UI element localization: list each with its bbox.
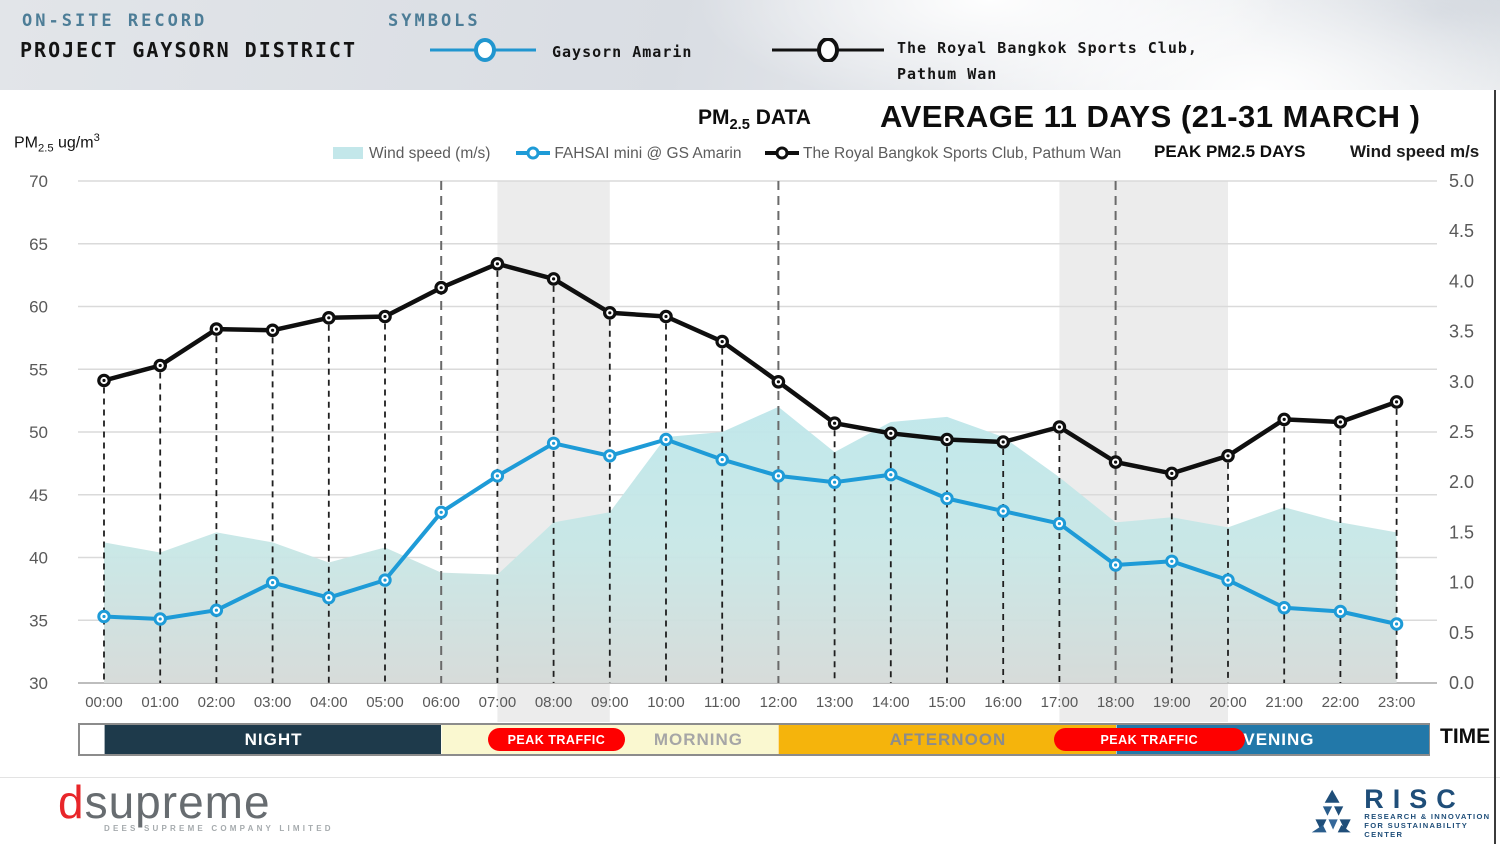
project-title: PROJECT GAYSORN DISTRICT xyxy=(20,38,357,62)
gaysorn-amarin-symbol-icon xyxy=(430,38,536,62)
chart-subtitle: PM2.5 DATA xyxy=(698,106,811,133)
svg-text:05:00: 05:00 xyxy=(366,694,404,711)
chart-title: AVERAGE 11 DAYS (21-31 MARCH ) xyxy=(880,99,1421,134)
svg-text:14:00: 14:00 xyxy=(872,694,910,711)
svg-text:18:00: 18:00 xyxy=(1097,694,1135,711)
svg-text:4.5: 4.5 xyxy=(1449,221,1474,241)
svg-text:60: 60 xyxy=(29,298,48,317)
time-band-label: AFTERNOON xyxy=(889,729,1007,749)
risc-name: RISC xyxy=(1364,784,1465,814)
svg-text:1.0: 1.0 xyxy=(1449,573,1474,593)
svg-text:09:00: 09:00 xyxy=(591,694,629,711)
peak-traffic-pill: PEAK TRAFFIC xyxy=(487,728,625,751)
time-axis-label: TIME xyxy=(1440,725,1491,748)
subtitle-sub: 2.5 xyxy=(729,117,750,134)
symbol2-line2: Pathum Wan xyxy=(897,65,998,83)
wind-swatch-icon xyxy=(333,147,363,159)
svg-text:11:00: 11:00 xyxy=(704,694,740,711)
svg-text:35: 35 xyxy=(29,611,48,630)
svg-text:3.5: 3.5 xyxy=(1449,322,1474,342)
legend-fahsai-label: FAHSAI mini @ GS Amarin xyxy=(554,145,742,162)
svg-text:1.5: 1.5 xyxy=(1449,522,1474,542)
svg-text:5.0: 5.0 xyxy=(1449,171,1474,191)
svg-text:2.0: 2.0 xyxy=(1449,472,1474,492)
time-band-label: EVENING xyxy=(1231,729,1315,749)
legend-fahsai: FAHSAI mini @ GS Amarin xyxy=(516,145,741,163)
svg-text:40: 40 xyxy=(29,549,48,568)
unit-mid: ug/m xyxy=(53,134,94,152)
svg-text:50: 50 xyxy=(29,423,48,442)
symbols-label: SYMBOLS xyxy=(388,11,481,31)
svg-text:22:00: 22:00 xyxy=(1322,694,1360,711)
peak-traffic-pill: PEAK TRAFFIC xyxy=(1053,728,1245,751)
svg-text:0.0: 0.0 xyxy=(1449,673,1474,693)
symbol2-label: The Royal Bangkok Sports Club, Pathum Wa… xyxy=(897,35,1198,87)
fahsai-marker-icon xyxy=(516,146,550,160)
svg-text:0.5: 0.5 xyxy=(1449,623,1474,643)
svg-text:4.0: 4.0 xyxy=(1449,271,1474,291)
unit-sup: 3 xyxy=(93,132,100,144)
svg-text:20:00: 20:00 xyxy=(1209,694,1247,711)
svg-text:55: 55 xyxy=(29,360,48,379)
svg-text:15:00: 15:00 xyxy=(928,694,966,711)
legend-rbsc: The Royal Bangkok Sports Club, Pathum Wa… xyxy=(765,145,1121,163)
svg-text:23:00: 23:00 xyxy=(1378,694,1416,711)
svg-text:17:00: 17:00 xyxy=(1041,694,1079,711)
peak-traffic-label: PEAK TRAFFIC xyxy=(507,732,606,747)
symbol1-label: Gaysorn Amarin xyxy=(552,43,693,61)
legend-wind: Wind speed (m/s) xyxy=(333,145,490,163)
svg-text:07:00: 07:00 xyxy=(479,694,517,711)
dsupreme-logo: dsupreme DEES SUPREME COMPANY LIMITED xyxy=(58,779,334,833)
svg-text:3.0: 3.0 xyxy=(1449,372,1474,392)
legend-wind-label: Wind speed (m/s) xyxy=(369,145,491,162)
risc-tagline1: RESEARCH & INNOVATION xyxy=(1364,812,1491,821)
svg-text:01:00: 01:00 xyxy=(141,694,179,711)
footer-divider xyxy=(0,777,1500,778)
unit-pm: PM xyxy=(14,134,38,152)
peak-traffic-label: PEAK TRAFFIC xyxy=(1100,732,1199,747)
svg-text:04:00: 04:00 xyxy=(310,694,348,711)
svg-text:70: 70 xyxy=(29,172,48,191)
svg-text:12:00: 12:00 xyxy=(760,694,798,711)
svg-text:16:00: 16:00 xyxy=(984,694,1022,711)
left-axis-unit-label: PM2.5 ug/m3 xyxy=(14,132,100,155)
svg-text:00:00: 00:00 xyxy=(85,694,123,711)
slide-right-edge xyxy=(1494,90,1496,844)
risc-logo: RISC RESEARCH & INNOVATION FOR SUSTAINAB… xyxy=(1308,786,1500,839)
svg-text:02:00: 02:00 xyxy=(198,694,236,711)
sports-club-symbol-icon xyxy=(772,38,884,62)
svg-text:45: 45 xyxy=(29,486,48,505)
rbsc-marker-icon xyxy=(765,146,799,160)
svg-text:30: 30 xyxy=(29,674,48,693)
time-of-day-strip: NIGHT MORNING AFTERNOON EVENING PEAK TRAFFIC… xyxy=(78,723,1430,756)
svg-text:13:00: 13:00 xyxy=(816,694,854,711)
dsupreme-tagline: DEES SUPREME COMPANY LIMITED xyxy=(104,824,334,833)
onsite-record-label: ON-SITE RECORD xyxy=(22,11,208,31)
header-banner: ON-SITE RECORD PROJECT GAYSORN DISTRICT … xyxy=(0,0,1500,90)
svg-text:21:00: 21:00 xyxy=(1265,694,1303,711)
svg-text:08:00: 08:00 xyxy=(535,694,573,711)
time-band-night: NIGHT xyxy=(104,725,443,754)
time-band-label: MORNING xyxy=(653,729,744,749)
subtitle-rest: DATA xyxy=(749,106,811,129)
right-axis-title: Wind speed m/s xyxy=(1350,142,1480,161)
svg-text:06:00: 06:00 xyxy=(422,694,460,711)
svg-text:03:00: 03:00 xyxy=(254,694,292,711)
svg-text:19:00: 19:00 xyxy=(1153,694,1191,711)
svg-text:10:00: 10:00 xyxy=(647,694,685,711)
svg-text:65: 65 xyxy=(29,235,48,254)
peak-pm25-days-label: PEAK PM2.5 DAYS xyxy=(1154,142,1306,161)
risc-triangle-icon xyxy=(1311,789,1351,833)
symbol2-line1: The Royal Bangkok Sports Club, xyxy=(897,39,1198,57)
legend-rbsc-label: The Royal Bangkok Sports Club, Pathum Wa… xyxy=(803,145,1122,162)
subtitle-pm: PM xyxy=(698,106,730,129)
svg-text:2.5: 2.5 xyxy=(1449,422,1474,442)
dsupreme-rest: supreme xyxy=(84,776,271,828)
dsupreme-d: d xyxy=(58,776,85,828)
unit-sub: 2.5 xyxy=(38,142,54,155)
time-band-label: NIGHT xyxy=(244,729,303,749)
risc-tagline2: FOR SUSTAINABILITY CENTER xyxy=(1364,821,1468,839)
